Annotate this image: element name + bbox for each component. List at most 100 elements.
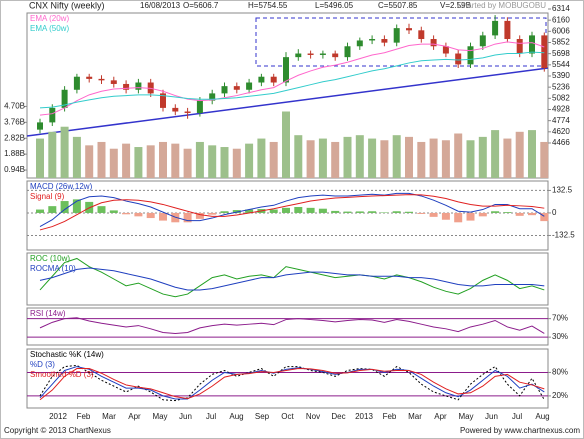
volume-bar [159, 141, 167, 178]
volume-bar [85, 145, 94, 178]
y-tick-label: 6006 [552, 26, 570, 35]
legend-entry: %D (3) [30, 360, 55, 369]
x-tick-label: Apr [434, 412, 447, 421]
candle-body [516, 39, 523, 54]
candle-body [332, 53, 339, 58]
histogram-bar [245, 209, 254, 213]
volume-bar [515, 131, 524, 178]
candle-body [319, 53, 326, 55]
x-tick-label: Oct [281, 412, 294, 421]
candle-body [492, 20, 499, 36]
volume-bar [318, 138, 327, 178]
series-line [39, 192, 545, 227]
volume-bar [282, 111, 290, 178]
candle-body [221, 86, 228, 94]
copyright: Copyright © 2013 ChartNexus [4, 426, 111, 435]
histogram-bar [294, 207, 303, 213]
volume-bar [405, 136, 413, 178]
candle-body [98, 78, 105, 81]
volume-bar [257, 138, 266, 178]
date: 16/08/2013 [140, 1, 181, 10]
volume-bar [48, 131, 57, 178]
histogram-bar [159, 212, 167, 221]
histogram-bar [540, 212, 549, 222]
powered: Powered by www.chartnexus.com [460, 426, 580, 435]
candle-body [258, 76, 265, 83]
candle-body [196, 100, 203, 113]
y-tick-label: -132.5 [552, 231, 575, 240]
x-tick-label: May [458, 412, 473, 421]
volume-bar [540, 141, 549, 178]
histogram-bar [48, 206, 57, 213]
y-tick-label: 70% [552, 314, 568, 323]
x-tick-label: Sep [255, 412, 270, 421]
candle-body [455, 53, 462, 65]
x-tick-label: Jun [485, 412, 498, 421]
y-tick-label: 20% [552, 391, 568, 400]
candle-body [295, 53, 302, 58]
candle-body [233, 86, 240, 90]
histogram-bar [478, 212, 487, 217]
x-tick-label: Aug [535, 412, 549, 421]
candle-body [61, 89, 68, 108]
histogram-bar [306, 207, 315, 213]
candle-body [430, 39, 437, 47]
series-line [39, 368, 545, 401]
histogram-bar [146, 212, 155, 219]
x-tick-label: Feb [383, 412, 397, 421]
volume-bar [294, 135, 303, 178]
volume-bar [232, 148, 241, 178]
credit: Charted by MOBUGOBU [457, 1, 546, 10]
candle-body [381, 39, 388, 43]
volume-bar [60, 126, 69, 178]
x-tick-label: 2013 [355, 412, 373, 421]
legend-entry: Stochastic %K (14w) [30, 350, 104, 359]
histogram-bar [195, 212, 204, 219]
candle-body [393, 28, 400, 43]
candle-body [504, 20, 511, 40]
series-line [39, 257, 545, 298]
volume-bar [343, 136, 352, 178]
histogram-bar [331, 210, 340, 213]
volume-bar [306, 140, 315, 178]
low: L=5496.05 [315, 1, 354, 10]
volume-bar [208, 145, 217, 178]
histogram-bar [97, 206, 106, 213]
y-tick-label: 4.70B [4, 102, 25, 111]
x-tick-label: Aug [229, 412, 243, 421]
trend-line [26, 67, 549, 137]
histogram-bar [441, 212, 450, 220]
volume: V=2.59B [440, 1, 471, 10]
volume-bar [220, 147, 229, 178]
candle-body [123, 83, 130, 90]
histogram-bar [36, 209, 44, 213]
series-line [39, 51, 545, 109]
volume-bar [134, 147, 143, 178]
x-tick-label: 2012 [49, 412, 67, 421]
x-tick-label: Apr [128, 412, 141, 421]
y-tick-label: 4620 [552, 127, 570, 136]
x-tick-label: Nov [306, 412, 320, 421]
legend-entry: EMA (20w) [30, 14, 69, 23]
series-line [39, 41, 545, 116]
histogram-bar [318, 208, 327, 213]
histogram-bar [343, 211, 352, 213]
histogram-bar [269, 209, 278, 213]
volume-bar [368, 138, 377, 178]
volume-bar [183, 148, 192, 178]
series-line [39, 194, 545, 231]
candle-body [270, 76, 277, 83]
open: O=5606.7 [183, 1, 219, 10]
x-tick-label: Mar [408, 412, 422, 421]
volume-bar [109, 148, 118, 178]
candle-body [479, 35, 486, 47]
candle-body [307, 53, 314, 55]
volume-bar [355, 135, 364, 178]
y-tick-label: 4466 [552, 138, 570, 147]
histogram-bar [232, 210, 241, 213]
histogram-bar [528, 212, 536, 216]
volume-bar [331, 141, 340, 178]
rsi-panel [26, 307, 549, 346]
